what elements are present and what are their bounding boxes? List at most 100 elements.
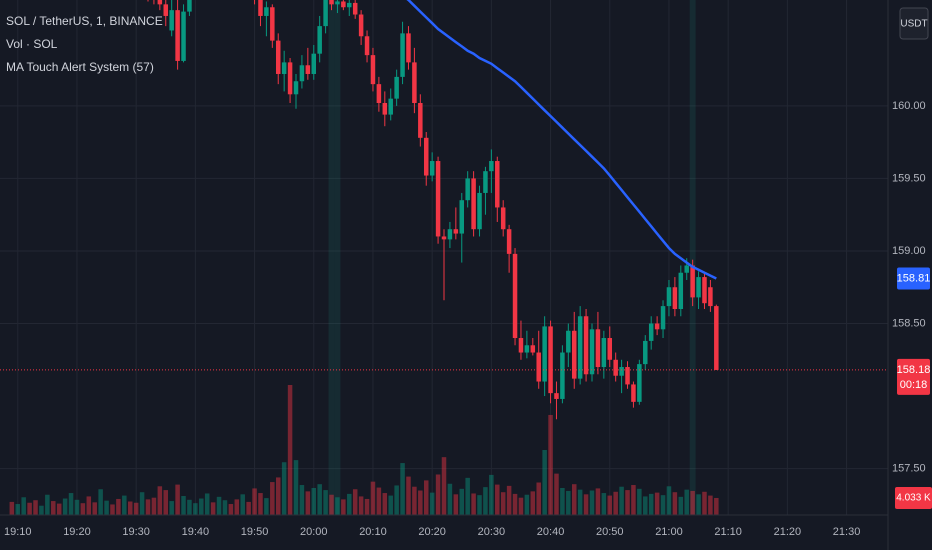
ma-price-box <box>897 267 930 290</box>
volume-bar <box>566 490 571 515</box>
candle-body <box>335 1 340 5</box>
candle-body <box>423 137 429 176</box>
y-tick-label: 160.00 <box>892 100 926 112</box>
candle-body <box>406 33 411 63</box>
volume-bar <box>684 489 689 515</box>
volume-bar <box>696 494 701 515</box>
candle-body <box>429 161 435 176</box>
alert-highlight <box>689 0 696 515</box>
volume-bar <box>317 484 322 515</box>
x-tick-label: 19:40 <box>182 526 210 538</box>
volume-bar <box>80 503 86 515</box>
candle-body <box>554 393 559 399</box>
volume-bar <box>222 500 228 515</box>
currency-button[interactable] <box>899 7 929 40</box>
volume-bar <box>530 491 536 515</box>
x-tick-label: 20:20 <box>418 526 446 538</box>
candle-body <box>364 36 370 56</box>
volume-bar <box>199 498 204 515</box>
candle-body <box>447 229 453 240</box>
x-tick-label: 21:20 <box>774 526 802 538</box>
volume-bar <box>459 488 465 515</box>
volume-bar <box>264 498 269 515</box>
volume-bar <box>246 501 251 515</box>
volume-bar <box>293 460 299 515</box>
volume-bar <box>613 491 618 515</box>
volume-bar <box>240 494 245 515</box>
candle-body <box>500 207 506 230</box>
volume-bar <box>228 504 234 515</box>
volume-bar <box>666 486 672 515</box>
candle-body <box>281 62 287 74</box>
volume-bar <box>341 499 346 515</box>
volume-bar <box>193 503 198 515</box>
volume-bar <box>512 493 518 515</box>
candle-body <box>583 316 589 375</box>
volume-bar <box>352 489 358 515</box>
volume-bar <box>15 504 21 515</box>
candle-body <box>388 98 393 115</box>
candle-body <box>157 0 163 5</box>
candle-body <box>512 253 518 339</box>
candle-body <box>566 330 571 353</box>
y-tick-label: 159.00 <box>892 245 926 257</box>
plot-area <box>9 0 719 515</box>
candle-body <box>714 306 719 370</box>
volume-bar <box>252 488 257 515</box>
candle-body <box>270 7 275 41</box>
volume-bar <box>589 490 595 515</box>
candle-body <box>341 1 346 8</box>
candle-body <box>370 55 376 85</box>
candle-body <box>678 272 684 309</box>
x-tick-label: 21:00 <box>655 526 683 538</box>
candle-body <box>702 277 707 304</box>
x-tick-label: 19:20 <box>63 526 91 538</box>
volume-bar <box>323 490 328 515</box>
volume-bar <box>702 491 707 515</box>
x-tick-label: 20:10 <box>359 526 387 538</box>
candle-body <box>181 11 186 61</box>
candle-body <box>352 2 358 15</box>
countdown-label: 00:18 <box>900 379 928 391</box>
alert-highlight <box>328 0 335 515</box>
volume-bar <box>388 495 393 515</box>
candle-body <box>323 0 328 27</box>
volume-bar <box>281 462 287 515</box>
volume-bar <box>51 501 56 515</box>
volume-bar <box>542 449 547 515</box>
candle-body <box>536 352 541 382</box>
indicator-label: Vol · SOL <box>6 37 58 51</box>
candle-body <box>477 192 482 230</box>
x-tick-label: 20:30 <box>478 526 506 538</box>
candle-body <box>648 323 654 341</box>
candle-body <box>613 359 618 376</box>
candle-body <box>459 200 465 234</box>
candle-body <box>418 103 423 138</box>
volume-bar <box>678 496 684 515</box>
volume-bar <box>287 384 293 515</box>
volume-bar <box>258 493 263 515</box>
volume-bar <box>625 490 630 515</box>
candle-body <box>530 345 536 353</box>
volume-bar <box>708 495 713 515</box>
volume-bar <box>453 494 459 515</box>
volume-bar <box>524 494 530 515</box>
volume-bar <box>98 489 103 515</box>
currency-label[interactable]: USDT <box>900 19 927 30</box>
candle-body <box>400 33 405 77</box>
candle-body <box>524 345 530 353</box>
candle-body <box>471 178 476 230</box>
volume-bar <box>672 492 678 515</box>
volume-bar <box>86 496 92 515</box>
volume-bar <box>305 491 311 515</box>
volume-bar <box>9 501 15 515</box>
volume-bar <box>607 495 613 515</box>
candle-body <box>643 340 648 365</box>
volume-bar <box>489 474 494 515</box>
candle-body <box>571 330 577 379</box>
volume-bar <box>358 496 364 515</box>
candle-body <box>275 40 281 74</box>
volume-bar <box>175 484 180 515</box>
x-tick-label: 19:30 <box>122 526 150 538</box>
